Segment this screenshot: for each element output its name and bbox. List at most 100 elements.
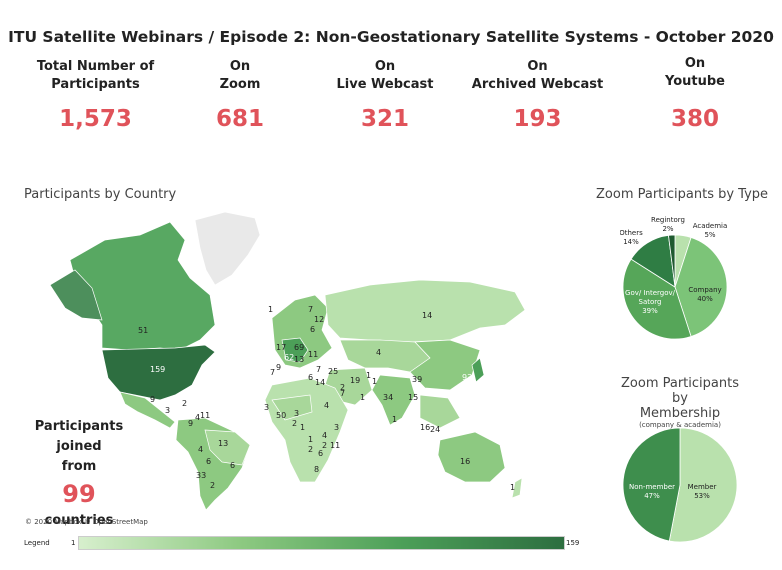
legend-min: 1 [71, 539, 76, 547]
slice-pct: 40% [697, 295, 713, 303]
map-label: 25 [328, 367, 338, 376]
slice-label: Others [620, 229, 643, 237]
map-label: 11 [330, 441, 340, 450]
pie-slice-company[interactable] [674, 237, 728, 337]
slice-label: Satorg [639, 298, 662, 306]
country-shape [271, 394, 313, 421]
kpi-value: 380 [670, 106, 719, 132]
map-label: 50 [276, 411, 286, 420]
slice-label: Regintorg [651, 216, 685, 224]
map-label: 13 [218, 439, 228, 448]
map-label: 1 [268, 305, 273, 314]
map-label: 9 [276, 363, 281, 372]
map-label: 9 [188, 419, 193, 428]
kpi-label: Archived Webcast [471, 77, 604, 92]
map-label: 17 [276, 343, 286, 352]
country-shape [419, 394, 461, 429]
map-label: 159 [150, 365, 165, 374]
country-shape [49, 269, 103, 321]
map-label: 6 [206, 457, 211, 466]
map-label: 6 [318, 449, 323, 458]
legend-max: 159 [566, 539, 580, 547]
slice-label: Academia [693, 222, 728, 230]
kpi-value: 193 [513, 106, 562, 132]
kpi-youtube: On Youtube 380 [650, 55, 740, 132]
map-label: 51 [138, 326, 148, 335]
map-label: 33 [196, 471, 206, 480]
map-label: 2 [322, 441, 327, 450]
map-label: 8 [314, 465, 319, 474]
country-shape [437, 431, 506, 483]
kpi-label: On [684, 56, 706, 71]
map-label: 34 [383, 393, 393, 402]
map-label: 14 [315, 378, 325, 387]
legend-label: Legend [24, 539, 50, 547]
map-label: 1 [510, 483, 515, 492]
joined-text: Participants joined [34, 419, 124, 454]
countries-summary: Participants joined from 99 countries [20, 417, 138, 531]
map-label: 11 [308, 350, 318, 359]
map-label: 69 [294, 343, 304, 352]
map-label: 24 [430, 425, 440, 434]
map-label: 19 [350, 376, 360, 385]
pie-slice-regintorg[interactable] [668, 234, 676, 288]
kpi-total: Total Number of Participants 1,573 [33, 58, 158, 132]
map-label: 2 [340, 383, 345, 392]
map-label: 2 [292, 419, 297, 428]
pie-slice-member[interactable] [668, 427, 738, 543]
slice-label: Company [688, 286, 721, 294]
kpi-zoom: On Zoom 681 [190, 58, 290, 132]
map-label: 1 [392, 415, 397, 424]
map-label: 6 [308, 373, 313, 382]
joined-from: from [61, 459, 97, 474]
dashboard-title: ITU Satellite Webinars / Episode 2: Non-… [8, 28, 774, 46]
map-label: 62 [284, 353, 294, 362]
country-shape [511, 477, 523, 499]
country-shape [471, 357, 485, 383]
zoom-membership-title: Zoom Participants by Membership (company… [612, 376, 748, 429]
map-label: 7 [340, 389, 345, 398]
country-shape [371, 374, 416, 426]
slice-pct: 53% [694, 492, 710, 500]
pie-slice-non-member[interactable] [622, 427, 681, 542]
country-shape [119, 391, 176, 429]
map-label: 14 [422, 311, 432, 320]
map-label: 7 [308, 305, 313, 314]
map-label: 16 [420, 423, 430, 432]
map-label: 6 [310, 325, 315, 334]
map-label: 4 [324, 401, 329, 410]
kpi-value: 681 [215, 106, 264, 132]
legend-color-scale [78, 536, 565, 550]
countries-label: countries [44, 513, 114, 528]
kpi-label: Youtube [665, 74, 725, 89]
pie-slice-gov-intergov-satorg[interactable] [622, 258, 692, 340]
map-label: 11 [200, 411, 210, 420]
map-label: 6 [230, 461, 235, 470]
kpi-archived-webcast: On Archived Webcast 193 [470, 58, 605, 132]
map-label: 1 [360, 393, 365, 402]
slice-label: Member [688, 483, 717, 491]
kpi-live-webcast: On Live Webcast 321 [325, 58, 445, 132]
map-label: 4 [195, 413, 200, 422]
slice-pct: 5% [704, 231, 715, 239]
map-label: 1 [300, 423, 305, 432]
kpi-label: On [374, 59, 396, 74]
world-map[interactable]: 51 159 9 2 3 4 14 9 11 4 13 33 6 2 6 1 7… [10, 200, 570, 520]
zoom-type-pie[interactable]: Regintorg 2% Academia 5% Others 14% Comp… [620, 205, 770, 350]
country-shape [194, 211, 261, 286]
map-label: 2 [182, 399, 187, 408]
kpi-label: Total Number of [36, 59, 155, 74]
map-label: 13 [294, 355, 304, 364]
membership-title-line2: Membership [639, 406, 721, 421]
map-label: 7 [270, 368, 275, 377]
kpi-label: Live Webcast [336, 77, 434, 92]
kpi-label: Participants [51, 77, 140, 92]
country-shape [281, 337, 309, 363]
slice-label: Gov/ Intergov/ [625, 289, 676, 297]
zoom-membership-pie[interactable]: Member 53% Non-member 47% [620, 425, 740, 545]
membership-subtitle: (company & academia) [639, 421, 721, 429]
kpi-label: On [229, 59, 251, 74]
map-label: 4 [198, 445, 203, 454]
countries-count: 99 [62, 480, 96, 508]
membership-title-line1: Zoom Participants by [621, 376, 739, 406]
